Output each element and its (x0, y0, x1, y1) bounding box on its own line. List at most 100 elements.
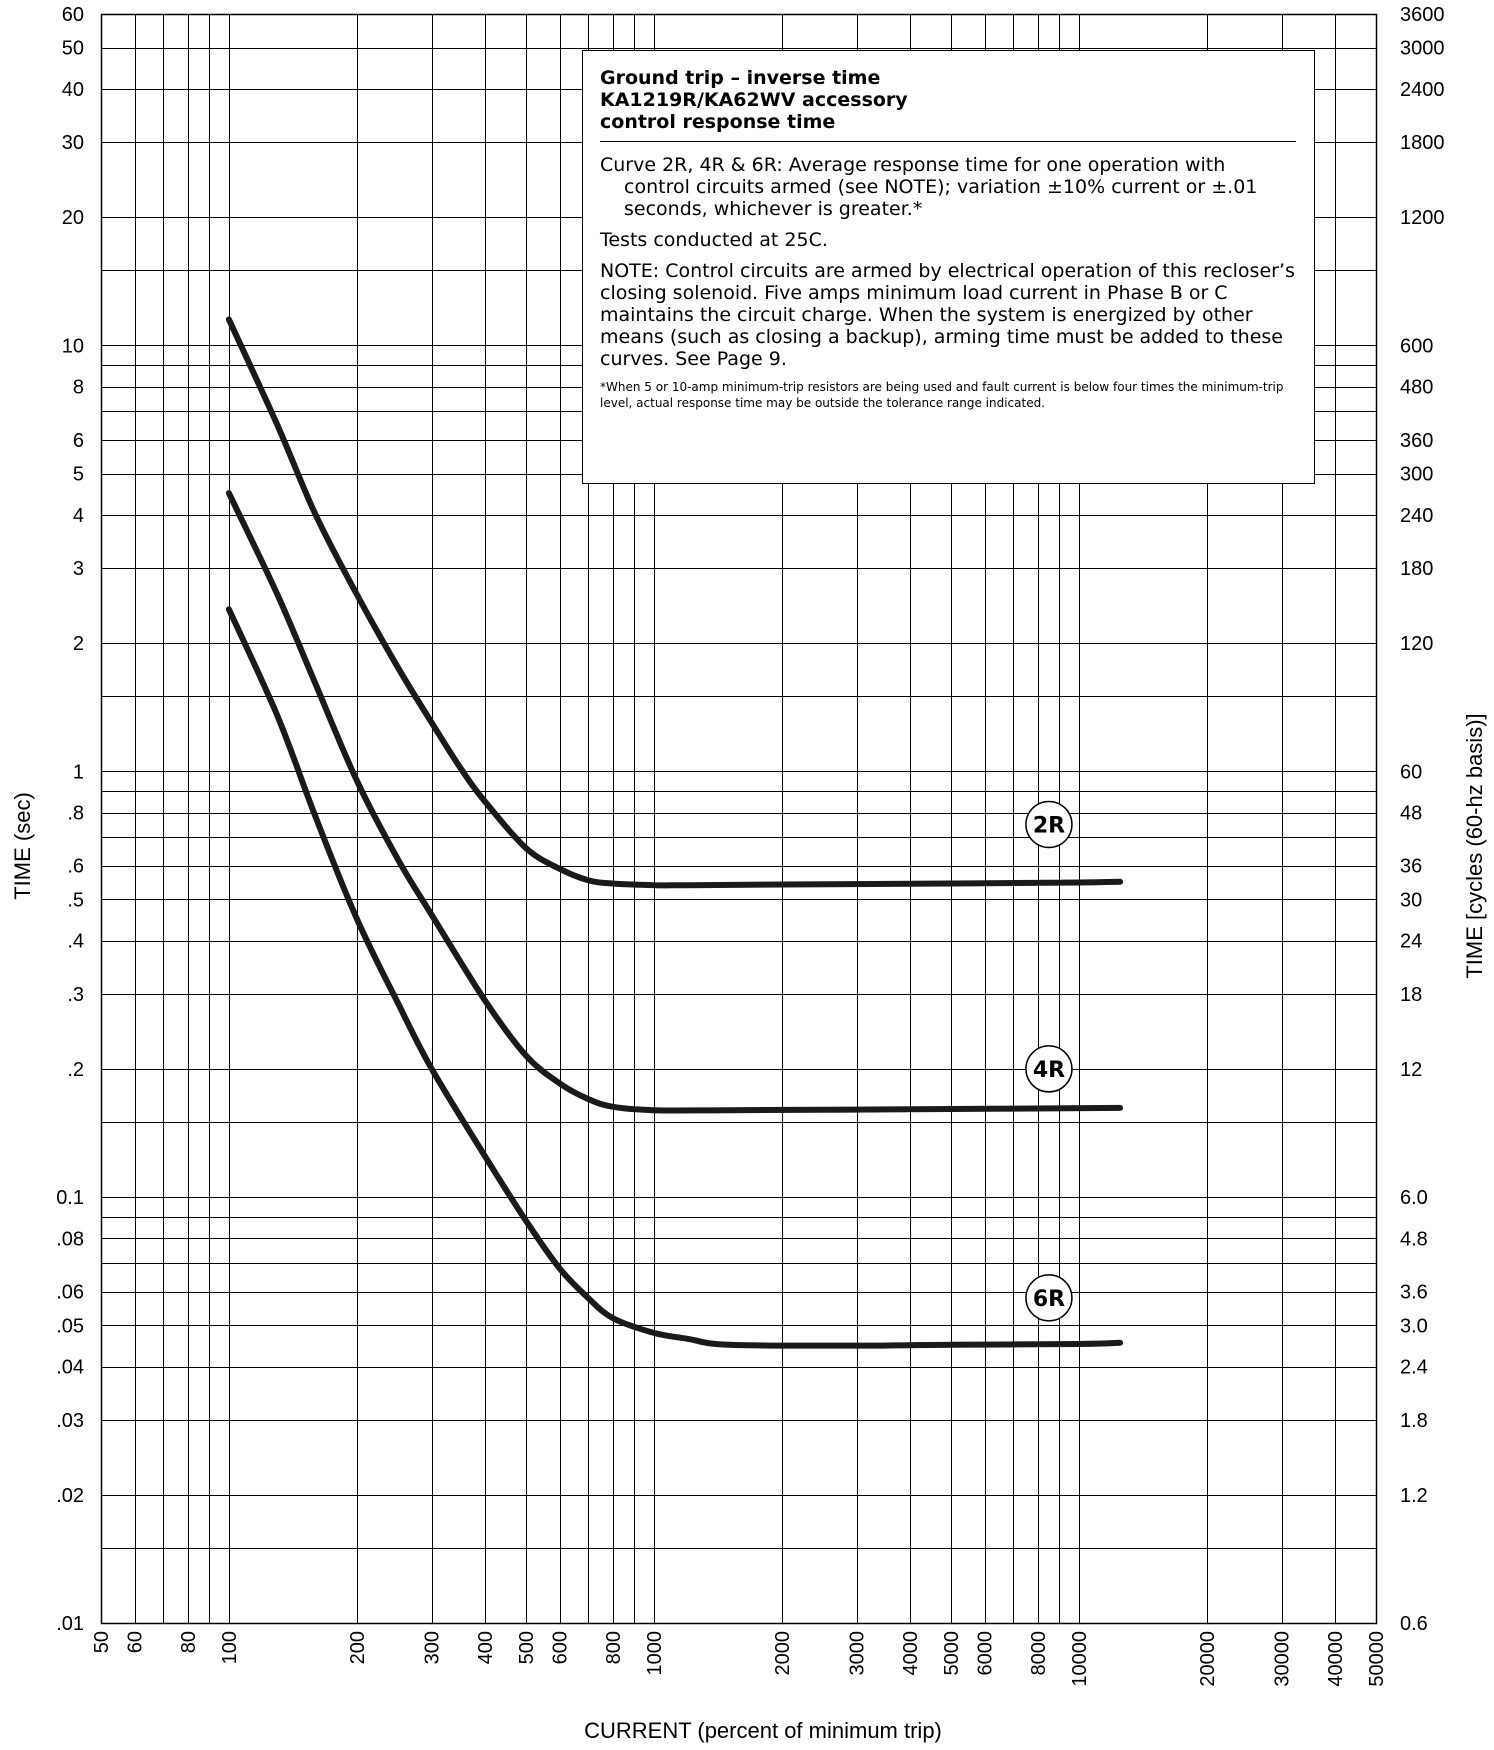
notes-title-line: Ground trip – inverse time (600, 67, 881, 89)
x-tick-label: 30000 (1272, 1631, 1294, 1687)
curves-layer (225, 316, 1124, 1349)
x-tick-label: 50 (91, 1631, 113, 1653)
x-tick-label: 4000 (900, 1631, 922, 1676)
x-tick-label: 500 (516, 1631, 538, 1664)
y-tick-label-right: 36 (1400, 856, 1422, 878)
test-conditions: Tests conducted at 25C. (600, 229, 828, 251)
y-tick-label-left: .06 (56, 1282, 84, 1304)
curve-4r (225, 490, 1124, 1114)
y-tick-label-left: .04 (56, 1357, 84, 1379)
x-tick-label: 2000 (772, 1631, 794, 1676)
y-tick-label-right: 1800 (1400, 132, 1445, 154)
x-tick-label: 20000 (1197, 1631, 1219, 1687)
y-tick-label-right: 1200 (1400, 207, 1445, 229)
y-tick-label-left: 3 (73, 558, 84, 580)
y-tick-label-right: 3000 (1400, 38, 1445, 60)
y-tick-label-left: .02 (56, 1485, 84, 1507)
x-tick-label: 40000 (1325, 1631, 1347, 1687)
arming-note: NOTE: Control circuits are armed by elec… (600, 260, 1295, 370)
y-tick-label-left: .3 (67, 984, 84, 1006)
y-axis-title-left: TIME (sec) (10, 792, 35, 900)
curve-label-circle (1025, 1045, 1073, 1093)
y-tick-label-right: 4.8 (1400, 1228, 1428, 1250)
y-tick-label-right: 3600 (1400, 4, 1445, 26)
y-tick-label-left: .01 (56, 1613, 84, 1635)
x-tick-label: 8000 (1028, 1631, 1050, 1676)
x-tick-label: 60 (125, 1631, 147, 1653)
curve-label-2r: 2R (1025, 800, 1073, 849)
x-tick-label: 80 (178, 1631, 200, 1653)
y-tick-label-left: 0.1 (56, 1187, 84, 1209)
y-tick-label-right: 48 (1400, 803, 1422, 825)
y-tick-label-right: 300 (1400, 464, 1433, 486)
y-tick-label-right: 120 (1400, 633, 1433, 655)
curve-description: Curve 2R, 4R & 6R: Average response time… (600, 154, 1258, 220)
y-axis-title-right: TIME [cycles (60-hz basis)] (1462, 713, 1487, 978)
x-tick-label: 3000 (847, 1631, 869, 1676)
tick-labels: 6050403020108654321.8.6.5.4.3.20.1.08.06… (56, 4, 1444, 1687)
notes-divider (600, 141, 1296, 142)
curve-labels-layer: 2R 4R 6R (1025, 800, 1073, 1322)
y-tick-label-right: 360 (1400, 430, 1433, 452)
y-tick-label-right: 600 (1400, 335, 1433, 357)
y-tick-label-right: 180 (1400, 558, 1433, 580)
y-tick-label-left: 4 (73, 505, 84, 527)
y-tick-label-left: .03 (56, 1410, 84, 1432)
y-tick-label-right: 30 (1400, 889, 1422, 911)
x-tick-label: 5000 (941, 1631, 963, 1676)
y-tick-label-left: .08 (56, 1228, 84, 1250)
y-tick-label-left: 40 (62, 79, 84, 101)
y-tick-label-left: .8 (67, 803, 84, 825)
y-tick-label-left: 5 (73, 464, 84, 486)
notes-title-line: KA1219R/KA62WV accessory (600, 89, 908, 111)
curve-label-text: 6R (1033, 1287, 1065, 1312)
y-tick-label-left: 50 (62, 38, 84, 60)
curve-label-text: 2R (1033, 813, 1065, 838)
y-tick-label-right: 18 (1400, 984, 1422, 1006)
x-tick-label: 800 (603, 1631, 625, 1664)
notes-title: Ground trip – inverse time KA1219R/KA62W… (600, 67, 1296, 133)
y-tick-label-left: .5 (67, 889, 84, 911)
y-tick-label-right: 240 (1400, 505, 1433, 527)
curve-2r (225, 316, 1124, 889)
y-tick-label-right: 2.4 (1400, 1357, 1428, 1379)
y-tick-label-left: 10 (62, 335, 84, 357)
notes-title-line: control response time (600, 111, 836, 133)
y-tick-label-left: 30 (62, 132, 84, 154)
curve-label-4r: 4R (1025, 1045, 1073, 1093)
x-tick-label: 200 (347, 1631, 369, 1664)
x-tick-label: 600 (550, 1631, 572, 1664)
notes-box: Ground trip – inverse time KA1219R/KA62W… (582, 50, 1315, 484)
x-tick-label: 100 (219, 1631, 241, 1664)
y-tick-label-right: 1.2 (1400, 1485, 1428, 1507)
y-tick-label-left: 6 (73, 430, 84, 452)
x-tick-label: 1000 (644, 1631, 666, 1676)
y-tick-label-right: 1.8 (1400, 1410, 1428, 1432)
y-tick-label-left: 1 (73, 761, 84, 783)
x-tick-label: 50000 (1366, 1631, 1388, 1687)
y-tick-label-left: .05 (56, 1315, 84, 1337)
y-tick-label-right: 3.6 (1400, 1282, 1428, 1304)
y-tick-label-left: .2 (67, 1059, 84, 1081)
y-tick-label-right: 3.0 (1400, 1315, 1428, 1337)
y-tick-label-right: 12 (1400, 1059, 1422, 1081)
x-tick-label: 6000 (975, 1631, 997, 1676)
y-tick-label-right: 2400 (1400, 79, 1445, 101)
curve-label-6r: 6R (1025, 1274, 1073, 1322)
curve-label-circle (1025, 800, 1073, 849)
y-tick-label-right: 60 (1400, 761, 1422, 783)
y-tick-label-left: 2 (73, 633, 84, 655)
footnote: *When 5 or 10-amp minimum-trip resistors… (600, 380, 1284, 410)
y-tick-label-left: .4 (67, 931, 84, 953)
curve-label-text: 4R (1033, 1058, 1065, 1083)
y-tick-label-left: .6 (67, 856, 84, 878)
y-tick-label-left: 8 (73, 377, 84, 399)
x-tick-label: 10000 (1069, 1631, 1091, 1687)
curve-label-circle (1025, 1274, 1073, 1322)
y-tick-label-right: 6.0 (1400, 1187, 1428, 1209)
plot-frame (100, 13, 1378, 1625)
y-tick-label-right: 0.6 (1400, 1613, 1428, 1635)
x-axis-title: CURRENT (percent of minimum trip) (584, 1718, 942, 1743)
y-tick-label-left: 20 (62, 207, 84, 229)
x-tick-label: 400 (475, 1631, 497, 1664)
